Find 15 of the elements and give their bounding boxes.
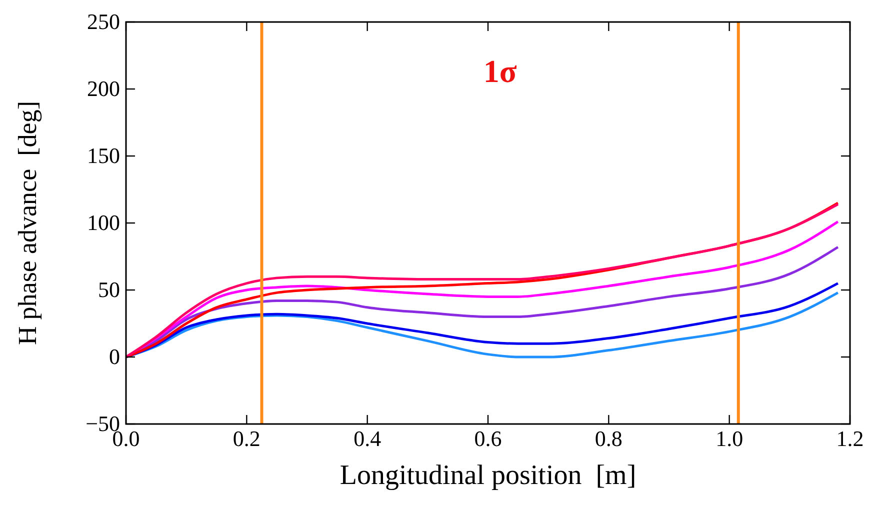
x-tick-label: 0.2 [232,426,260,451]
annotation: 1σ [483,53,518,89]
x-axis-title: Longitudinal position [m] [340,460,636,491]
y-tick-label: 150 [87,143,120,168]
y-tick-label: 250 [87,9,120,34]
x-tick-label: 0.8 [594,426,622,451]
x-tick-label: 1.2 [836,426,864,451]
y-tick-label: 50 [98,277,120,302]
x-tick-label: 1.0 [716,426,744,451]
y-axis-title: H phase advance [deg] [13,101,42,345]
y-tick-label: 0 [109,344,120,369]
y-tick-label: 100 [87,210,120,235]
x-tick-label: 0.6 [474,426,502,451]
y-tick-label: 200 [87,76,120,101]
x-tick-label: 0.4 [354,426,382,451]
